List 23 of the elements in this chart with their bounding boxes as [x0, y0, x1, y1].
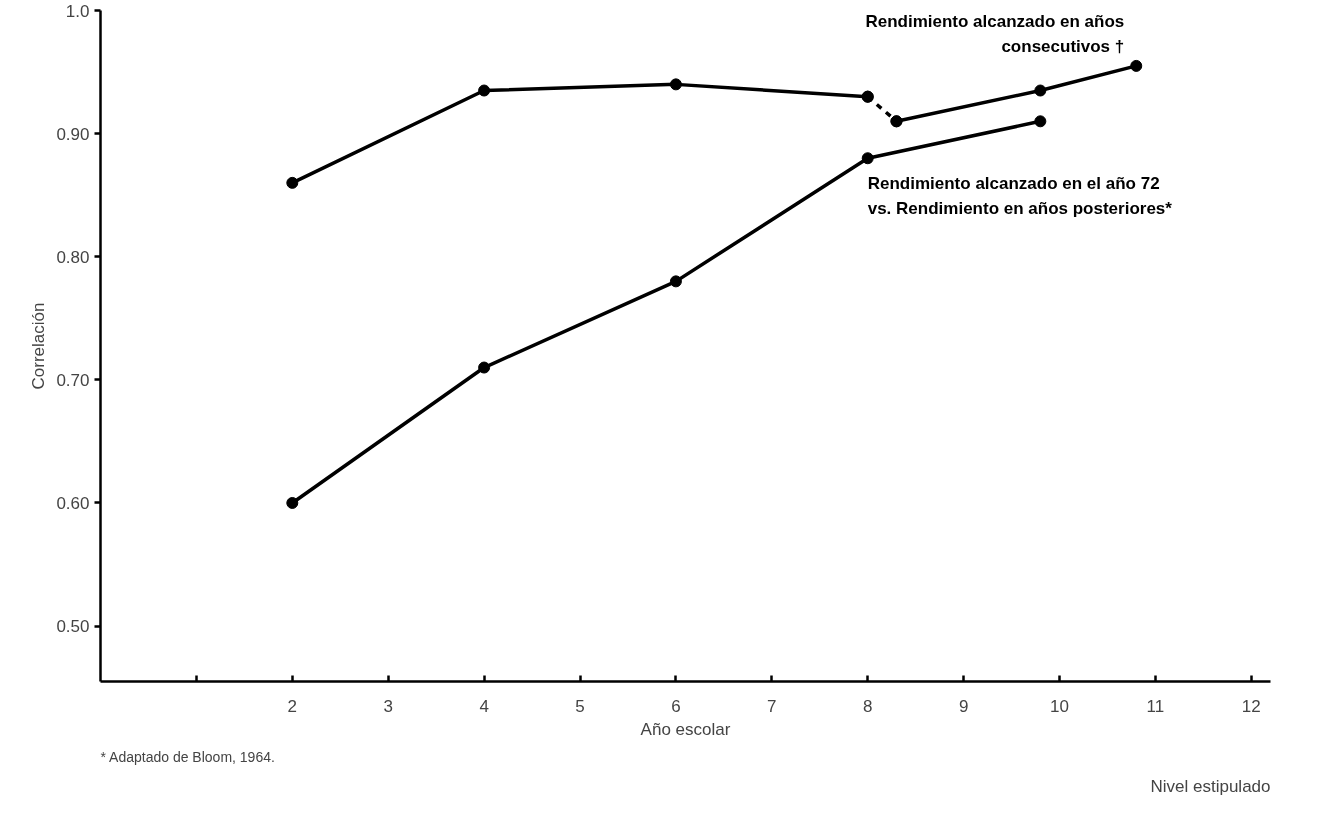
x-tick-label: 11	[1146, 696, 1165, 716]
y-tick-label: 0.80	[56, 247, 90, 267]
text: Nivel estipulado	[1150, 776, 1271, 796]
y-tick-label: 0.70	[56, 370, 90, 390]
text: * Adaptado de Bloom, 1964.	[100, 748, 275, 765]
x-tick-label: 9	[958, 696, 969, 716]
x-tick-label: 5	[575, 696, 585, 716]
x-tick-label: 3	[383, 696, 393, 716]
series-label: Rendimiento alcanzado en el año 72 vs. Rendimiento en años posteriores*	[867, 174, 1173, 218]
x-tick-label: 7	[767, 696, 777, 716]
x-tick-label: 10	[1050, 696, 1069, 716]
x-axis-title: Año escolar	[640, 719, 731, 739]
x-tick-label: 12	[1241, 696, 1261, 716]
x-tick-label: 8	[862, 696, 873, 716]
y-axis-title: Correlación	[29, 302, 49, 390]
y-tick-label: 0.50	[56, 617, 90, 637]
x-tick-label: 6	[671, 696, 681, 716]
y-tick-label: 1.0	[65, 1, 90, 21]
y-tick-label: 0.60	[56, 493, 90, 513]
x-tick-label: 4	[479, 696, 489, 716]
series-label: Rendimiento alcanzado en años consecutivos †	[865, 12, 1125, 56]
x-tick-label: 2	[287, 696, 298, 716]
y-tick-label: 0.90	[56, 124, 90, 144]
